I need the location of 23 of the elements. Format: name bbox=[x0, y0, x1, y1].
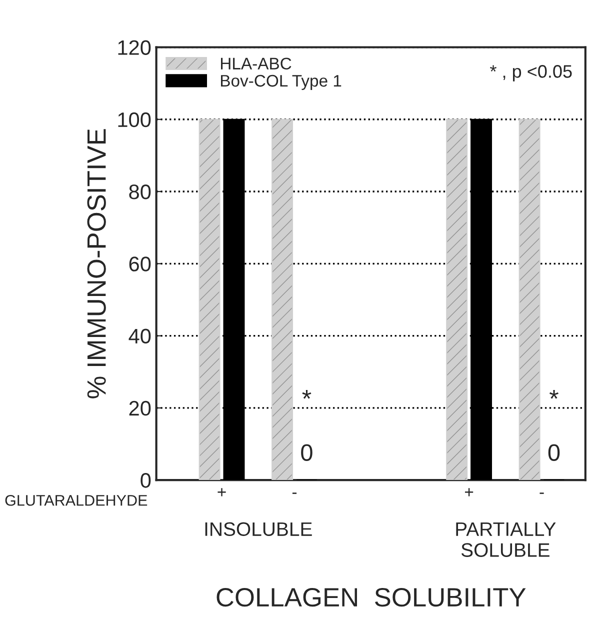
legend-label: Bov-COL Type 1 bbox=[221, 74, 342, 90]
data-label: 0 bbox=[548, 444, 560, 461]
x-tick-label: - bbox=[292, 492, 297, 494]
x-tick-label: + bbox=[464, 488, 474, 496]
text: GLUTARALDEHYDE bbox=[5, 494, 148, 506]
y-tick-label: 100 bbox=[118, 112, 151, 128]
y-tick-label: 0 bbox=[140, 473, 151, 488]
annotation: * bbox=[550, 390, 558, 399]
y-tick-label: 60 bbox=[129, 256, 151, 272]
annotation: * , p <0.05 bbox=[490, 65, 572, 82]
text: INSOLUBLE bbox=[205, 522, 312, 536]
y-tick-label: 120 bbox=[118, 40, 151, 56]
x-tick-label: - bbox=[540, 492, 544, 494]
y-tick-label: 20 bbox=[129, 400, 151, 416]
y-axis-title: % IMMUNO-POSITIVE bbox=[87, 129, 106, 398]
y-tick-label: 80 bbox=[129, 184, 151, 200]
text: PARTIALLY SOLUBLE bbox=[456, 522, 556, 557]
y-tick-label: 40 bbox=[128, 328, 151, 344]
legend-label: HLA-ABC bbox=[221, 58, 292, 70]
data-label: 0 bbox=[301, 444, 312, 461]
x-axis-title: COLLAGEN SOLUBILITY bbox=[216, 588, 526, 607]
x-tick-label: + bbox=[218, 488, 226, 496]
annotation: * bbox=[302, 390, 312, 399]
